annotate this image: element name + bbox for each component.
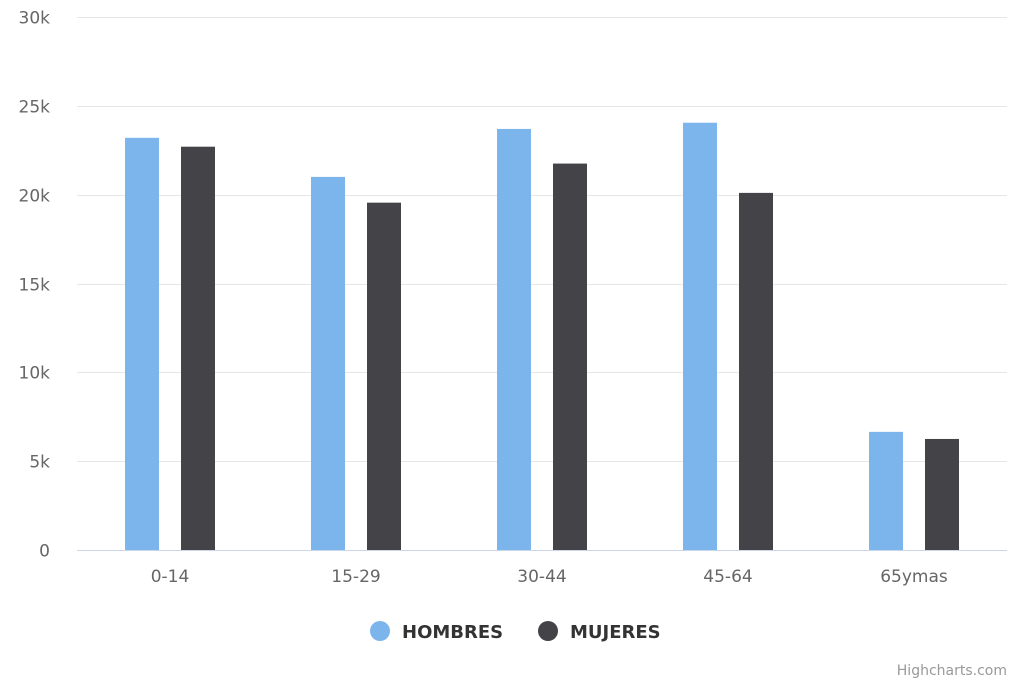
y-tick-label: 10k xyxy=(19,364,51,384)
bar-mujeres-65ymas[interactable] xyxy=(925,438,959,550)
bar-hombres-0-14[interactable] xyxy=(125,137,159,550)
x-tick-label: 30-44 xyxy=(517,567,566,587)
bar-mujeres-45-64[interactable] xyxy=(739,192,773,550)
x-tick-label: 65ymas xyxy=(880,567,948,587)
bar-mujeres-15-29[interactable] xyxy=(367,202,401,550)
legend-item-mujeres[interactable]: MUJERES xyxy=(538,621,661,643)
credits-text[interactable]: Highcharts.com xyxy=(897,663,1007,679)
x-tick-label: 45-64 xyxy=(703,567,752,587)
y-tick-label: 5k xyxy=(29,453,50,473)
legend-item-hombres[interactable]: HOMBRES xyxy=(370,621,503,643)
bar-mujeres-30-44[interactable] xyxy=(553,163,587,550)
bar-hombres-30-44[interactable] xyxy=(497,128,531,550)
x-tick-label: 15-29 xyxy=(331,567,380,587)
y-tick-label: 30k xyxy=(19,9,51,29)
legend[interactable]: HOMBRES MUJERES xyxy=(370,621,661,643)
legend-symbol xyxy=(538,621,558,641)
y-tick-label: 0 xyxy=(39,542,50,562)
y-axis: 0 5k 10k 15k 20k 25k 30k xyxy=(19,9,51,562)
legend-label: HOMBRES xyxy=(402,622,503,643)
bar-hombres-45-64[interactable] xyxy=(683,122,717,550)
legend-label: MUJERES xyxy=(570,622,661,643)
grid-lines xyxy=(77,17,1007,462)
bars xyxy=(125,122,959,551)
bar-hombres-65ymas[interactable] xyxy=(869,431,903,550)
bar-hombres-15-29[interactable] xyxy=(311,176,345,550)
x-axis: 0-14 15-29 30-44 45-64 65ymas xyxy=(151,567,948,587)
y-tick-label: 15k xyxy=(19,276,51,296)
legend-symbol xyxy=(370,621,390,641)
y-tick-label: 25k xyxy=(19,98,51,118)
x-tick-label: 0-14 xyxy=(151,567,190,587)
y-tick-label: 20k xyxy=(19,187,51,207)
bar-mujeres-0-14[interactable] xyxy=(181,146,215,551)
